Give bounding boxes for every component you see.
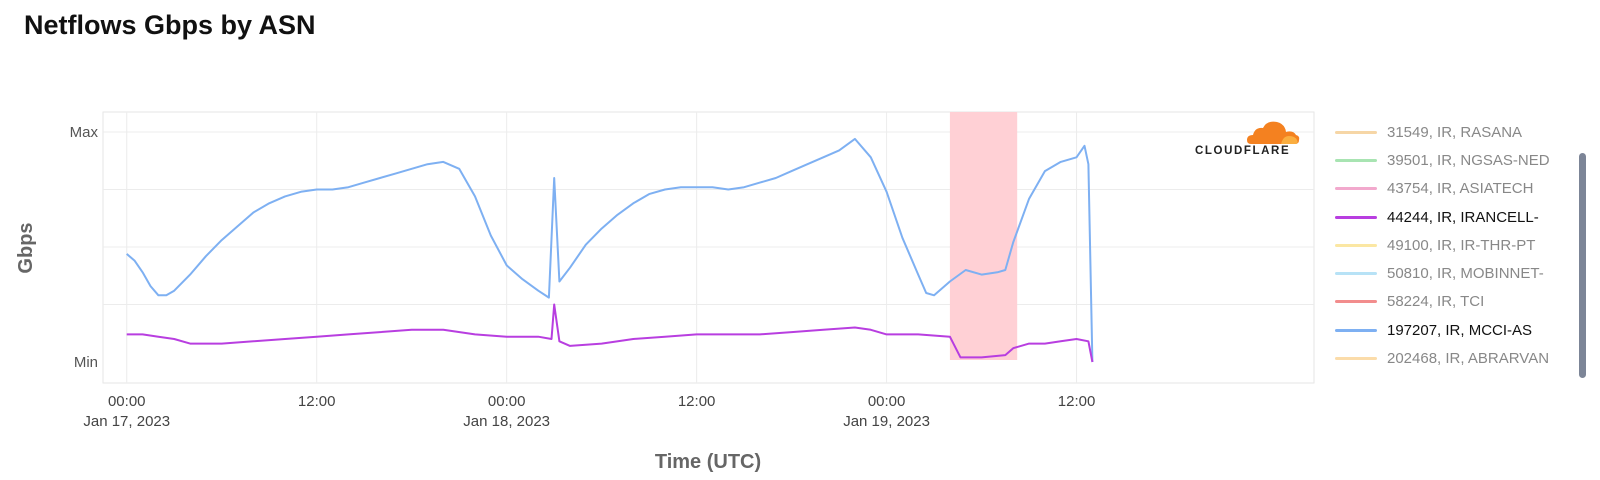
x-axis-title: Time (UTC) [655, 451, 761, 473]
series-layer [126, 137, 1094, 363]
highlight-region-layer [949, 112, 1018, 360]
x-tick-label: 00:00 [868, 393, 906, 410]
y-axis-title: Gbps [15, 222, 37, 273]
highlight-region [949, 112, 1018, 360]
series-line-1 [126, 303, 1094, 363]
grid [103, 112, 1314, 383]
x-tick-label: 00:00 [108, 393, 146, 410]
legend-item[interactable]: 58224, IR, TCI [1335, 288, 1565, 316]
y-tick-label: Min [74, 354, 98, 371]
legend-swatch [1335, 272, 1377, 276]
legend-label: 44244, IR, IRANCELL- [1387, 208, 1539, 226]
x-tick-label: 12:00 [678, 393, 716, 410]
legend-scrollbar[interactable] [1579, 153, 1586, 378]
legend-label: 202468, IR, ABRARVAN [1387, 350, 1550, 368]
legend-label: 43754, IR, ASIATECH [1387, 180, 1534, 198]
legend-label: 31549, IR, RASANA [1387, 123, 1523, 141]
chart-title: Netflows Gbps by ASN [24, 10, 316, 40]
legend-item[interactable]: 39501, IR, NGSAS-NED [1335, 146, 1565, 174]
legend-item[interactable]: 31549, IR, RASANA [1335, 118, 1565, 146]
legend-item[interactable]: 202468, IR, ABRARVAN [1335, 344, 1565, 372]
x-tick-date-label: Jan 19, 2023 [843, 413, 930, 430]
cloudflare-wordmark: CLOUDFLARE [1195, 145, 1291, 157]
legend-item[interactable]: 44244, IR, IRANCELL- [1335, 203, 1565, 231]
x-tick-date-label: Jan 17, 2023 [83, 413, 170, 430]
x-tick-date-label: Jan 18, 2023 [463, 413, 550, 430]
legend-swatch [1335, 243, 1377, 247]
legend-label: 197207, IR, MCCI-AS [1387, 321, 1533, 339]
legend-swatch [1335, 357, 1377, 361]
legend-swatch [1335, 300, 1377, 304]
legend-swatch [1335, 215, 1377, 219]
legend-label: 49100, IR, IR-THR-PT [1387, 236, 1536, 254]
legend-swatch [1335, 158, 1377, 162]
legend-item[interactable]: 49100, IR, IR-THR-PT [1335, 231, 1565, 259]
legend-swatch [1335, 328, 1377, 332]
legend-label: 39501, IR, NGSAS-NED [1387, 151, 1550, 169]
x-axis: 00:00 Jan 17, 2023 12:00 00:00 Jan 18, 2023 1… [83, 393, 1095, 430]
legend-swatch [1335, 187, 1377, 191]
series-line-0 [126, 137, 1094, 363]
y-tick-label: Max [70, 124, 99, 141]
chart-legend: 31549, IR, RASANA 39501, IR, NGSAS-NED 437… [1335, 118, 1565, 373]
cloudflare-logo: CLOUDFLARE [1195, 118, 1305, 157]
legend-item[interactable]: 50810, IR, MOBINNET- [1335, 259, 1565, 287]
legend-item[interactable]: 197207, IR, MCCI-AS [1335, 316, 1565, 344]
legend-item[interactable]: 43754, IR, ASIATECH [1335, 175, 1565, 203]
x-tick-label: 12:00 [1058, 393, 1096, 410]
y-axis: Max Min [70, 124, 99, 371]
x-tick-label: 12:00 [298, 393, 336, 410]
legend-label: 50810, IR, MOBINNET- [1387, 265, 1544, 283]
legend-swatch [1335, 130, 1377, 134]
legend-label: 58224, IR, TCI [1387, 293, 1485, 311]
cloud-icon [1247, 121, 1300, 144]
x-tick-label: 00:00 [488, 393, 526, 410]
